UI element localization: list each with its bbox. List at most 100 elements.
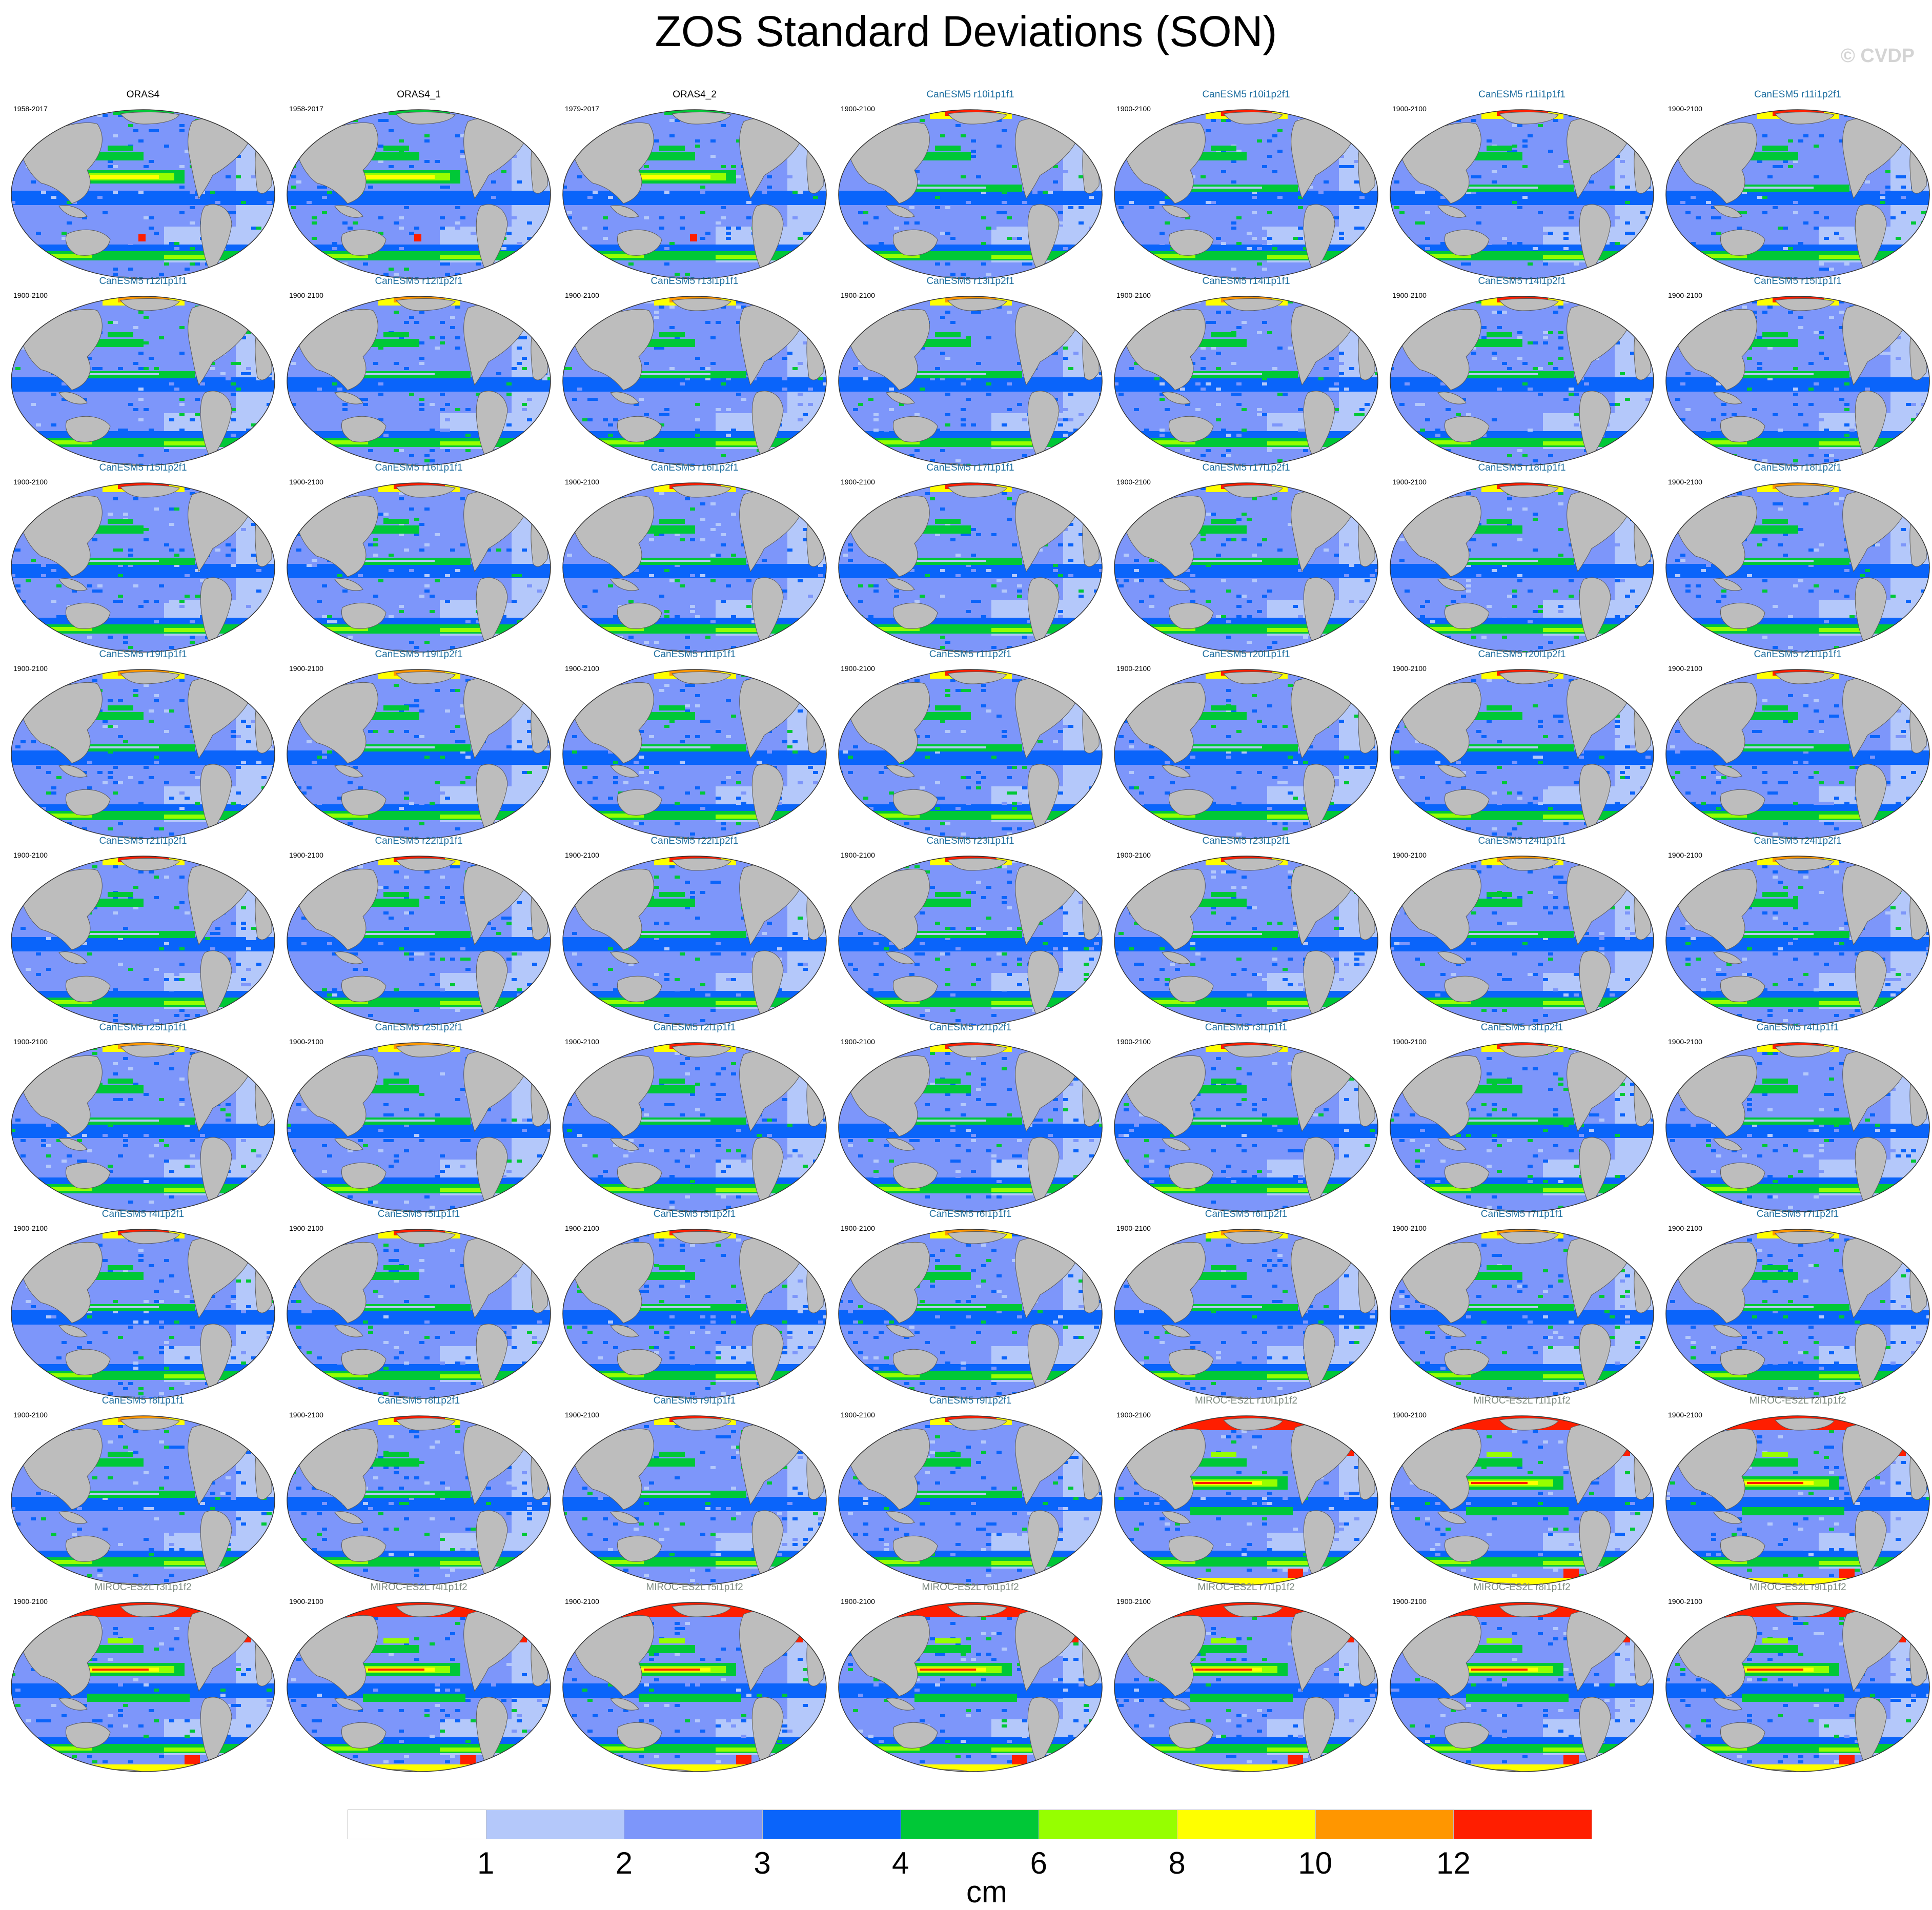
map-plot <box>1389 109 1655 280</box>
panel-title: CanESM5 r14i1p1f1 <box>1108 276 1384 287</box>
map-plot <box>838 1601 1103 1773</box>
map-plot <box>10 1228 276 1399</box>
panel-title: CanESM5 r1i1p1f1 <box>557 649 832 660</box>
panel-title: MIROC-ES2L r5i1p1f2 <box>557 1582 832 1593</box>
panel-title: CanESM5 r8i1p1f1 <box>5 1395 281 1407</box>
panel-title: CanESM5 r15i1p2f1 <box>5 462 281 474</box>
map-plot <box>1665 668 1930 840</box>
colorbar-tick-label: 1 <box>477 1845 494 1881</box>
map-plot <box>1665 295 1930 466</box>
panel-title: CanESM5 r9i1p1f1 <box>557 1395 832 1407</box>
map-plot <box>1113 668 1379 840</box>
panel-title: CanESM5 r10i1p2f1 <box>1108 89 1384 100</box>
map-plot <box>1665 1228 1930 1399</box>
map-plot <box>286 295 552 466</box>
panel-title: CanESM5 r2i1p1f1 <box>557 1022 832 1033</box>
map-plot <box>1665 855 1930 1026</box>
panel-title: CanESM5 r21i1p1f1 <box>1660 649 1932 660</box>
panel-title: CanESM5 r20i1p2f1 <box>1384 649 1660 660</box>
panel-title: CanESM5 r11i1p2f1 <box>1660 89 1932 100</box>
panel-title: CanESM5 r25i1p1f1 <box>5 1022 281 1033</box>
panel-title: CanESM5 r17i1p1f1 <box>832 462 1108 474</box>
panel-title: CanESM5 r13i1p1f1 <box>557 276 832 287</box>
map-plot <box>1389 295 1655 466</box>
panel-title: CanESM5 r19i1p1f1 <box>5 649 281 660</box>
colorbar-tick-label: 10 <box>1298 1845 1332 1881</box>
map-plot <box>1665 1415 1930 1586</box>
map-plot <box>562 482 827 653</box>
panel-title: CanESM5 r7i1p1f1 <box>1384 1209 1660 1220</box>
panel-title: CanESM5 r12i1p2f1 <box>281 276 557 287</box>
map-plot <box>562 1042 827 1213</box>
panel-title: CanESM5 r25i1p2f1 <box>281 1022 557 1033</box>
panel-title: CanESM5 r11i1p1f1 <box>1384 89 1660 100</box>
map-plot <box>1665 1601 1930 1773</box>
colorbar-tick-label: 8 <box>1168 1845 1185 1881</box>
panel-title: CanESM5 r20i1p1f1 <box>1108 649 1384 660</box>
colorbar-cell <box>1177 1810 1316 1839</box>
colorbar-tick-label: 6 <box>1030 1845 1047 1881</box>
map-plot <box>1113 1228 1379 1399</box>
colorbar-cell <box>348 1810 486 1839</box>
panel-title: ORAS4_1 <box>281 89 557 100</box>
panel-title: CanESM5 r4i1p1f1 <box>1660 1022 1932 1033</box>
panel-title: CanESM5 r16i1p1f1 <box>281 462 557 474</box>
panel-title: CanESM5 r5i1p1f1 <box>281 1209 557 1220</box>
panel-title: CanESM5 r4i1p2f1 <box>5 1209 281 1220</box>
panel-title: CanESM5 r7i1p2f1 <box>1660 1209 1932 1220</box>
map-plot <box>286 482 552 653</box>
panel-title: CanESM5 r23i1p1f1 <box>832 836 1108 847</box>
panel-title: CanESM5 r18i1p2f1 <box>1660 462 1932 474</box>
panel-title: MIROC-ES2L r2i1p1f2 <box>1660 1395 1932 1407</box>
map-plot <box>1113 1042 1379 1213</box>
panel-title: CanESM5 r14i1p2f1 <box>1384 276 1660 287</box>
panel-title: MIROC-ES2L r9i1p1f2 <box>1660 1582 1932 1593</box>
panel-title: CanESM5 r2i1p2f1 <box>832 1022 1108 1033</box>
panel-title: CanESM5 r22i1p2f1 <box>557 836 832 847</box>
map-plot <box>1113 855 1379 1026</box>
map-plot <box>562 1601 827 1773</box>
panel-title: MIROC-ES2L r4i1p1f2 <box>281 1582 557 1593</box>
map-plot <box>1389 482 1655 653</box>
panel-title: CanESM5 r17i1p2f1 <box>1108 462 1384 474</box>
map-plot <box>1389 1601 1655 1773</box>
map-plot <box>10 295 276 466</box>
colorbar-tick-label: 3 <box>754 1845 770 1881</box>
colorbar-cell <box>1039 1810 1177 1839</box>
map-plot <box>1113 295 1379 466</box>
colorbar-cell <box>1453 1810 1592 1839</box>
